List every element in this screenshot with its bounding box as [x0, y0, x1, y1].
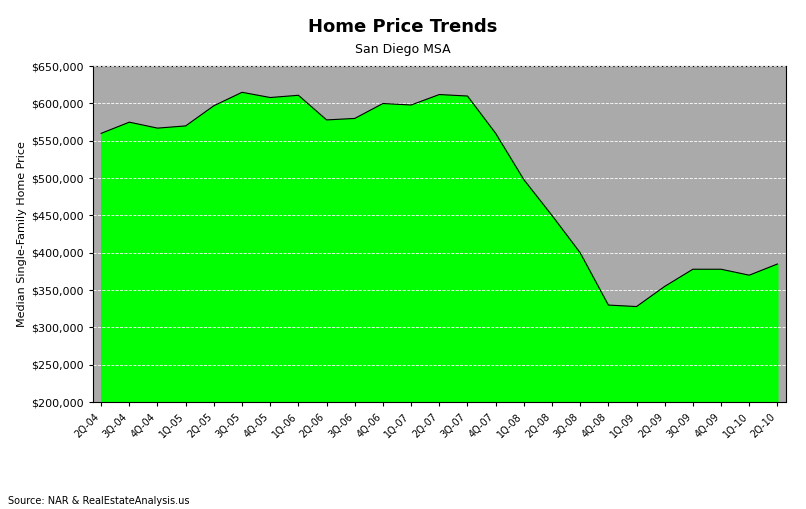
Text: Source: NAR & RealEstateAnalysis.us: Source: NAR & RealEstateAnalysis.us [8, 496, 189, 506]
Y-axis label: Median Single-Family Home Price: Median Single-Family Home Price [17, 141, 27, 327]
Text: San Diego MSA: San Diego MSA [355, 43, 451, 56]
Text: Home Price Trends: Home Price Trends [309, 18, 497, 36]
